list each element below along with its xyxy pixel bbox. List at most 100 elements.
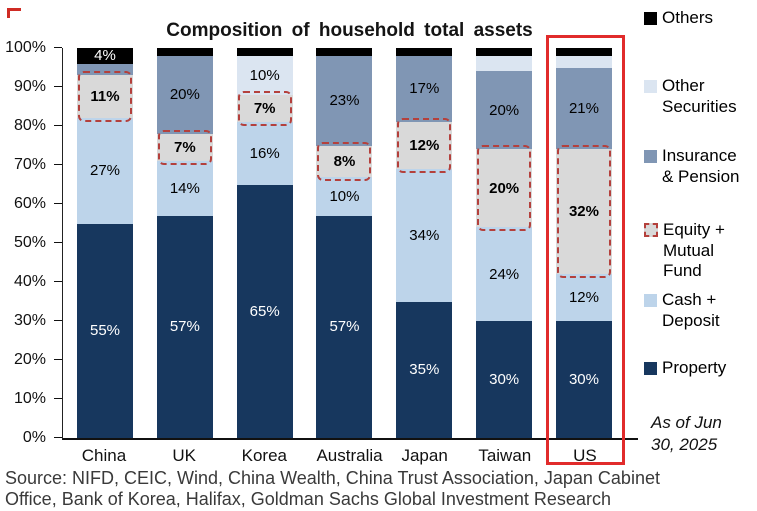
bar-column-japan: 35% 34% 12% 17% <box>396 48 453 438</box>
segment-insurance_pension-uk: 20% <box>156 55 213 134</box>
y-axis-tick <box>54 125 62 126</box>
segment-cash_deposit-australia: 10% <box>316 176 373 216</box>
y-axis-label-80: 80% <box>13 117 46 134</box>
segment-value-label: 23% <box>329 92 360 110</box>
segment-others-uk <box>156 48 213 56</box>
segment-value-label: 32% <box>568 203 599 221</box>
y-axis-label-50: 50% <box>13 234 46 251</box>
legend-item-equity-mutual-fund: Equity + Mutual Fund <box>644 220 751 282</box>
segment-cash_deposit-japan: 34% <box>396 168 453 302</box>
segment-value-label: 4% <box>94 47 116 65</box>
segment-others-china: 4% <box>77 47 133 65</box>
segment-value-label: 34% <box>409 226 440 244</box>
legend-item-others: Others <box>644 8 750 29</box>
segment-others-korea <box>236 48 293 56</box>
segment-cash_deposit-uk: 14% <box>156 161 213 216</box>
bar-column-us: 30% 12% 32% 21% <box>545 35 625 465</box>
legend-item-cash-deposit: Cash + Deposit <box>644 290 750 331</box>
segment-value-label: 21% <box>568 99 599 117</box>
legend-item-other-securities: Other Securities <box>644 76 750 117</box>
as-of-line-2: 30, 2025 <box>651 435 718 455</box>
source-line-1: Source: NIFD, CEIC, Wind, China Wealth, … <box>5 468 660 488</box>
segment-value-label: 55% <box>89 322 121 340</box>
stray-red-mark <box>7 8 21 18</box>
y-axis: 0% 10% 20% 30% 40% 50% 60% 70% 80% 90% 100% <box>0 39 56 446</box>
segment-property-korea: 65% <box>236 184 293 438</box>
legend-label-cash-deposit: Cash + Deposit <box>662 290 720 330</box>
chart-title: Composition of household total assets <box>166 20 533 41</box>
segment-value-label: 57% <box>329 318 360 336</box>
legend-label-insurance-pension: Insurance & Pension <box>662 146 740 186</box>
y-axis-label-90: 90% <box>13 78 46 95</box>
segment-value-label: 7% <box>173 138 196 156</box>
x-axis-labels: China UK Korea Australia Japan Taiwan US <box>62 446 639 466</box>
legend-label-other-securities: Other Securities <box>662 76 737 116</box>
segment-property-taiwan: 30% <box>476 321 533 438</box>
y-axis-label-100: 100% <box>5 39 46 56</box>
segment-value-label: 24% <box>489 265 520 283</box>
y-axis-tick <box>54 164 62 165</box>
segment-value-label: 7% <box>253 99 276 117</box>
segment-value-label: 30% <box>489 371 520 388</box>
segment-value-label: 14% <box>169 179 200 197</box>
y-axis-tick <box>54 281 62 282</box>
y-axis-tick <box>54 398 62 399</box>
segment-value-label: 20% <box>489 101 520 119</box>
segment-others-australia <box>316 48 373 56</box>
segment-value-label: 35% <box>409 361 440 379</box>
segment-property-australia: 57% <box>316 215 373 438</box>
segment-value-label: 20% <box>169 86 200 104</box>
segment-value-label: 10% <box>329 187 360 205</box>
legend-swatch-property <box>644 362 657 375</box>
segment-cash_deposit-china: 27% <box>77 118 133 224</box>
y-axis-label-20: 20% <box>13 351 46 368</box>
y-axis-tick <box>54 242 62 243</box>
y-axis-tick <box>54 203 62 204</box>
segment-others-taiwan <box>476 48 533 56</box>
y-axis-label-0: 0% <box>22 429 46 446</box>
bar-column-china: 55% 27% 11% 4% <box>77 47 133 438</box>
legend-item-insurance-pension: Insurance & Pension <box>644 146 750 187</box>
segment-cash_deposit-korea: 16% <box>236 122 293 185</box>
segment-value-label: 12% <box>568 289 599 307</box>
x-axis-label-uk: UK <box>172 446 196 465</box>
legend-item-property: Property <box>644 358 750 379</box>
segment-other_securities-korea: 10% <box>236 55 293 95</box>
bar-column-taiwan: 30% 24% 20% 20% <box>476 48 533 438</box>
y-axis-label-10: 10% <box>13 390 46 407</box>
segment-property-uk: 57% <box>156 215 213 438</box>
legend-label-property: Property <box>662 358 727 377</box>
legend-swatch-other-securities <box>644 80 657 93</box>
y-axis-label-60: 60% <box>13 195 46 212</box>
segment-insurance_pension-taiwan: 20% <box>476 71 533 150</box>
legend-swatch-insurance-pension <box>644 150 657 163</box>
plot-area: 55% 27% 11% 4% 57% 14% 7% 20% 65% 16% 7% 10% 57% 10% 8… <box>54 35 638 465</box>
x-axis-label-korea: Korea <box>241 446 287 465</box>
segment-others-us <box>555 48 612 56</box>
y-axis-tick <box>54 320 62 321</box>
y-axis-tick <box>54 86 62 87</box>
segment-value-label: 16% <box>249 144 280 162</box>
segment-insurance_pension-us: 21% <box>555 67 612 150</box>
y-axis-label-40: 40% <box>13 273 46 290</box>
bar-column-uk: 57% 14% 7% 20% <box>156 48 213 438</box>
source-text: Source: NIFD, CEIC, Wind, China Wealth, … <box>5 468 753 510</box>
y-axis-label-70: 70% <box>13 156 46 173</box>
segment-equity_mutual-us: 32% <box>555 145 612 279</box>
segment-equity_mutual-korea: 7% <box>236 90 293 127</box>
segment-property-china: 55% <box>77 223 133 438</box>
y-axis-label-30: 30% <box>13 312 46 329</box>
bar-column-korea: 65% 16% 7% 10% <box>236 48 293 438</box>
segment-insurance_pension-japan: 17% <box>396 55 453 123</box>
x-axis-label-us: US <box>573 446 597 465</box>
segment-other_securities-taiwan <box>476 55 533 72</box>
y-axis-tick <box>54 47 62 48</box>
segment-cash_deposit-us: 12% <box>555 274 612 321</box>
x-axis-label-china: China <box>81 446 127 465</box>
segment-equity_mutual-australia: 8% <box>316 141 373 181</box>
segment-cash_deposit-taiwan: 24% <box>476 227 533 321</box>
segment-property-japan: 35% <box>396 301 453 438</box>
segment-equity_mutual-china: 11% <box>77 71 133 123</box>
segment-equity_mutual-japan: 12% <box>396 118 453 173</box>
